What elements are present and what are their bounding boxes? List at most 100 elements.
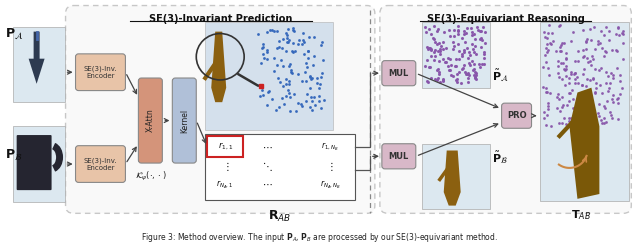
Point — [274, 39, 284, 43]
Point — [564, 81, 574, 85]
Point — [613, 26, 623, 30]
Point — [432, 68, 442, 72]
Point — [541, 86, 552, 90]
Point — [307, 95, 317, 99]
Point — [433, 27, 443, 31]
Point — [602, 99, 612, 103]
Point — [476, 36, 486, 40]
Point — [474, 37, 484, 41]
Point — [312, 76, 322, 80]
Point — [604, 81, 614, 85]
Point — [582, 77, 592, 81]
Point — [457, 67, 467, 71]
FancyBboxPatch shape — [172, 78, 196, 163]
Point — [314, 99, 324, 103]
Point — [432, 78, 442, 82]
Point — [554, 24, 564, 28]
Point — [596, 66, 606, 70]
Point — [258, 52, 268, 56]
Point — [569, 72, 579, 76]
Text: SE(3)-Inv.
Encoder: SE(3)-Inv. Encoder — [84, 65, 117, 79]
Point — [584, 59, 595, 63]
Point — [303, 49, 313, 53]
Point — [579, 67, 589, 71]
Point — [285, 62, 295, 66]
Point — [451, 78, 461, 82]
Point — [451, 64, 461, 68]
Point — [289, 92, 300, 96]
Point — [543, 73, 554, 77]
Point — [435, 49, 445, 53]
Point — [554, 45, 564, 49]
Point — [285, 109, 295, 113]
Point — [274, 105, 284, 109]
Point — [581, 84, 591, 88]
Point — [554, 49, 564, 53]
Point — [584, 78, 595, 82]
Text: $\tilde{\mathbf{P}}_{\mathcal{A}}$: $\tilde{\mathbf{P}}_{\mathcal{A}}$ — [492, 68, 508, 84]
Point — [440, 60, 450, 64]
FancyBboxPatch shape — [76, 146, 125, 182]
Point — [559, 67, 569, 71]
Point — [298, 40, 308, 44]
Point — [305, 105, 315, 109]
Text: MUL: MUL — [388, 152, 409, 161]
Point — [293, 72, 303, 76]
Point — [454, 70, 464, 74]
Point — [316, 75, 326, 78]
Point — [463, 71, 473, 75]
Point — [542, 113, 552, 117]
Point — [291, 109, 301, 113]
Point — [281, 82, 291, 86]
Text: $r_{1,N_B}$: $r_{1,N_B}$ — [321, 140, 339, 153]
Point — [566, 73, 577, 77]
Point — [588, 123, 598, 127]
Point — [575, 93, 586, 97]
Point — [601, 25, 611, 29]
Point — [557, 95, 568, 99]
Point — [547, 123, 557, 127]
Point — [314, 94, 324, 98]
Text: $\vdots$: $\vdots$ — [326, 160, 333, 173]
Point — [585, 27, 595, 31]
Point — [564, 91, 574, 95]
Point — [426, 32, 436, 36]
Point — [540, 60, 550, 64]
Point — [262, 47, 272, 51]
Point — [600, 120, 611, 124]
Point — [554, 121, 564, 125]
Point — [307, 108, 317, 112]
Point — [301, 65, 312, 69]
Point — [457, 52, 467, 56]
Point — [424, 27, 435, 31]
Point — [570, 71, 580, 75]
Point — [597, 92, 607, 95]
Point — [618, 58, 628, 62]
Point — [470, 44, 480, 47]
Point — [554, 97, 564, 101]
Point — [579, 99, 589, 103]
Point — [453, 24, 463, 28]
Text: $\mathcal{K}_{\psi}(\cdot,\cdot)$: $\mathcal{K}_{\psi}(\cdot,\cdot)$ — [134, 170, 166, 183]
Point — [300, 61, 310, 65]
Point — [446, 63, 456, 67]
Point — [568, 96, 578, 100]
Point — [548, 39, 558, 43]
Point — [581, 39, 591, 43]
Point — [577, 72, 588, 76]
Point — [570, 81, 580, 85]
Point — [438, 78, 448, 82]
Point — [577, 83, 588, 87]
Polygon shape — [570, 88, 600, 199]
Point — [468, 50, 479, 54]
Point — [608, 93, 618, 97]
Point — [420, 64, 430, 68]
Bar — [207, 136, 243, 157]
Point — [558, 103, 568, 107]
Point — [469, 32, 479, 36]
Point — [267, 28, 277, 32]
Point — [443, 56, 453, 60]
Point — [557, 105, 567, 109]
Point — [296, 102, 306, 106]
Point — [572, 76, 582, 79]
